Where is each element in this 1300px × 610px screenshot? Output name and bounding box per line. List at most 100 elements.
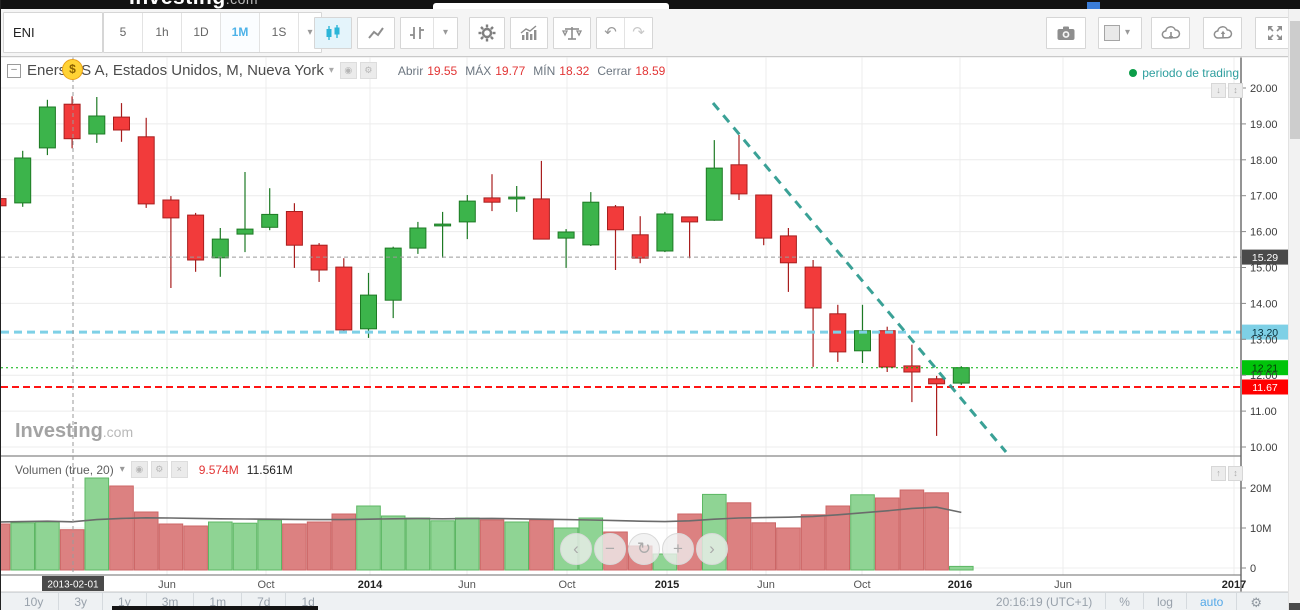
svg-text:2016: 2016 — [948, 579, 972, 591]
scale-down-arrow-icon[interactable]: ↓ — [1211, 83, 1226, 98]
range-3y[interactable]: 3y — [59, 593, 104, 610]
instrument-dropdown-caret[interactable]: ▾ — [328, 65, 334, 76]
chart-area[interactable]: 13.20 12.21 11.67 15.29 2013-02-01 20.00 19.00… — [1, 57, 1300, 592]
svg-text:12.00: 12.00 — [1250, 370, 1278, 382]
reset-zoom-button[interactable]: ↻ — [628, 533, 660, 565]
price-pane-scale-icons: ↓ ↕ — [1211, 83, 1243, 98]
scale-expand-icon[interactable]: ↕ — [1228, 83, 1243, 98]
compare-scales-button[interactable] — [553, 17, 591, 49]
layout-square-icon — [1104, 25, 1120, 41]
interval-5min[interactable]: 5 — [119, 25, 127, 39]
notification-icon[interactable] — [1087, 2, 1100, 9]
chart-footer-bar: 10y 3y 1y 3m 1m 7d 1d 20:16:19 (UTC+1) %… — [1, 592, 1300, 610]
interval-1w[interactable]: 1S — [259, 13, 298, 52]
settings-button[interactable] — [469, 17, 505, 49]
range-1m[interactable]: 1m — [194, 593, 243, 610]
volume-settings-gear-icon[interactable]: ⚙ — [150, 461, 168, 478]
indicators-button[interactable] — [510, 17, 548, 49]
load-chart-button[interactable] — [1151, 17, 1190, 49]
range-7d[interactable]: 7d — [242, 593, 287, 610]
axis-labels: 20.00 19.00 18.00 17.00 16.00 15.00 14.00 13.00… — [158, 83, 1277, 591]
range-shortcuts: 10y 3y 1y 3m 1m 7d 1d — [1, 593, 330, 610]
svg-text:20M: 20M — [1250, 483, 1271, 495]
vol-scale-up-arrow-icon[interactable]: ↑ — [1211, 466, 1226, 481]
range-3m[interactable]: 3m — [147, 593, 195, 610]
svg-text:Jun: Jun — [1054, 579, 1072, 591]
volume-remove-icon[interactable]: × — [170, 461, 188, 478]
log-scale-toggle[interactable]: log — [1142, 593, 1186, 609]
svg-text:12.21: 12.21 — [1252, 363, 1278, 375]
pan-left-button[interactable]: ‹ — [560, 533, 592, 565]
chart-type-bars-group: ▾ — [400, 17, 458, 49]
vol-scale-expand-icon[interactable]: ↕ — [1228, 466, 1243, 481]
symbol-input[interactable]: ENI — [3, 12, 103, 53]
svg-text:Jun: Jun — [458, 579, 476, 591]
fullscreen-icon — [1268, 26, 1282, 40]
visibility-icon[interactable]: ◉ — [339, 62, 357, 79]
line-chart-icon — [368, 27, 384, 39]
chart-canvas: 13.20 12.21 11.67 15.29 2013-02-01 20.00 19.00… — [1, 57, 1300, 592]
layout-dropdown-caret[interactable]: ▾ — [1125, 27, 1131, 38]
session-dot-icon — [1129, 69, 1138, 77]
investing-logo: Investing.com — [129, 0, 258, 9]
volume-visibility-icon[interactable]: ◉ — [130, 461, 148, 478]
dollar-alert-badge[interactable]: $ — [62, 59, 83, 80]
pan-right-button[interactable]: › — [696, 533, 728, 565]
svg-text:13.00: 13.00 — [1250, 334, 1278, 346]
screenshot-button[interactable] — [1046, 17, 1086, 49]
ohlc-readout: Abrir 19.55 MÁX 19.77 MÍN 18.32 Cerrar 18.59 — [390, 64, 666, 78]
undo-icon: ↶ — [604, 24, 617, 41]
volume-dropdown-caret[interactable]: ▾ — [119, 464, 125, 475]
close-label: Cerrar — [597, 63, 632, 78]
interval-dropdown-caret[interactable]: ▾ — [298, 13, 321, 52]
chart-type-bars-button[interactable] — [401, 18, 433, 48]
open-value: 19.55 — [427, 63, 458, 78]
search-input[interactable] — [433, 3, 669, 9]
scrollbar-thumb[interactable] — [1290, 21, 1300, 139]
svg-text:17.00: 17.00 — [1250, 191, 1278, 203]
svg-text:13.20: 13.20 — [1252, 327, 1278, 339]
instrument-title[interactable]: Enersis S A, Estados Unidos, M, Nueva Yo… — [27, 62, 324, 79]
interval-1d[interactable]: 1D — [181, 13, 220, 52]
gridlines — [1, 57, 1241, 575]
undo-button[interactable]: ↶ — [597, 18, 624, 48]
volume-indicator-label[interactable]: Volumen (true, 20) — [15, 462, 114, 477]
candles — [1, 96, 970, 436]
chart-type-candles-button[interactable] — [314, 17, 352, 49]
volume-ma-line — [1, 506, 962, 523]
svg-text:18.00: 18.00 — [1250, 155, 1278, 167]
volume-value: 9.574M — [198, 462, 239, 477]
save-chart-button[interactable] — [1203, 17, 1242, 49]
svg-text:2015: 2015 — [655, 579, 679, 591]
chart-type-line-button[interactable] — [357, 17, 395, 49]
svg-text:15.29: 15.29 — [1252, 252, 1278, 264]
interval-1h[interactable]: 1h — [142, 13, 181, 52]
investing-watermark: Investing.com — [15, 420, 134, 442]
collapse-pane-icon[interactable]: – — [7, 63, 21, 78]
zoom-in-button[interactable]: + — [662, 533, 694, 565]
svg-text:2014: 2014 — [358, 579, 383, 591]
range-1d[interactable]: 1d — [301, 595, 315, 609]
range-1y[interactable]: 1y — [103, 593, 147, 610]
svg-text:19.00: 19.00 — [1250, 119, 1278, 131]
cloud-download-icon — [1161, 26, 1180, 40]
auto-scale-toggle[interactable]: auto — [1185, 593, 1236, 609]
percent-scale-toggle[interactable]: % — [1105, 593, 1143, 609]
chart-type-dropdown-caret[interactable]: ▾ — [433, 18, 457, 48]
chart-nav-controls: ‹ − ↻ + › — [560, 533, 728, 565]
layout-group: ▾ — [1098, 17, 1142, 49]
series-settings-gear-icon[interactable]: ⚙ — [359, 62, 377, 79]
redo-button[interactable]: ↷ — [624, 18, 652, 48]
zoom-out-button[interactable]: − — [594, 533, 626, 565]
scrollbar-bottom — [1289, 603, 1300, 610]
browser-top-strip: Investing.com — [1, 0, 1300, 9]
range-10y[interactable]: 10y — [9, 593, 60, 610]
interval-group: 5 1h 1D 1M 1S ▾ — [103, 12, 322, 53]
interval-1m-active[interactable]: 1M — [220, 13, 259, 52]
footer-settings-gear-icon[interactable]: ⚙ — [1236, 593, 1275, 610]
browser-scrollbar[interactable] — [1288, 9, 1300, 610]
layout-button[interactable] — [1099, 18, 1125, 48]
volume-ma-value: 11.561M — [246, 462, 293, 477]
trendline-and-crosshair: 15.29 2013-02-01 — [1, 57, 1289, 591]
redo-icon: ↷ — [632, 24, 645, 41]
